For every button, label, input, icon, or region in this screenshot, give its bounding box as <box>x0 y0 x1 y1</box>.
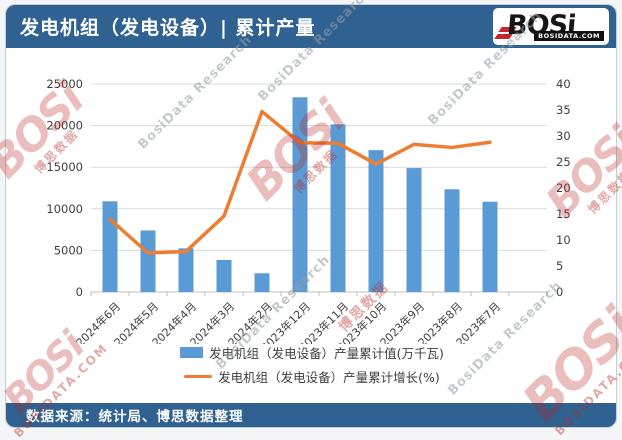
header-bar: 发电机组（发电设备）| 累计产量 BOSi BOSIDATA.COM <box>6 5 616 48</box>
y-axis-right-tick-label: 40 <box>556 77 571 91</box>
y-axis-left-tick-label: 15000 <box>46 160 83 174</box>
bar-series <box>102 97 498 293</box>
chart-title: 发电机组（发电设备）| 累计产量 <box>20 17 316 39</box>
y-axis-right-tick-label: 10 <box>556 233 571 247</box>
bar <box>216 259 232 292</box>
legend-item-line-series: 发电机组（发电设备）产量累计增长(%) <box>184 367 440 386</box>
y-axis-left-labels: 0 5000 10000 15000 20000 25000 <box>46 77 83 299</box>
bar <box>254 273 270 292</box>
data-source-note: 数据来源：统计局、博思数据整理 <box>26 409 244 425</box>
y-axis-right-tick-label: 20 <box>556 181 571 195</box>
y-axis-left-tick-label: 25000 <box>46 77 83 91</box>
bar-series-swatch-icon <box>180 347 204 358</box>
y-axis-right-tick-label: 5 <box>556 259 563 273</box>
x-axis <box>90 291 548 296</box>
legend-label: 发电机组（发电设备）产量累计值(万千瓦) <box>209 346 444 361</box>
y-axis-right-tick-label: 30 <box>556 129 571 143</box>
y-axis-right-tick-label: 25 <box>556 155 571 169</box>
bar <box>178 248 194 292</box>
logo-domain: BOSIDATA.COM <box>534 31 604 41</box>
bar <box>444 189 460 292</box>
chart-card: 发电机组（发电设备）| 累计产量 BOSi BOSIDATA.COM 0 5000… <box>5 4 617 428</box>
bar <box>406 168 422 292</box>
y-axis-left-tick-label: 5000 <box>54 243 83 257</box>
y-axis-left-tick-label: 10000 <box>46 202 83 216</box>
legend-label: 发电机组（发电设备）产量累计增长(%) <box>218 370 440 385</box>
y-axis-left-tick-label: 20000 <box>46 119 83 133</box>
bar <box>292 97 308 292</box>
bar <box>482 201 498 292</box>
bar <box>140 230 156 292</box>
bosi-logo: BOSi BOSIDATA.COM <box>493 8 609 45</box>
line-series <box>108 109 492 255</box>
x-axis-labels: 2024年6月2024年5月2024年4月2024年3月2024年2月2023年… <box>73 299 503 344</box>
combo-chart: 0 5000 10000 15000 20000 25000 0 5 10 15 20 25 30 35 4… <box>46 77 571 344</box>
line-path <box>108 109 492 255</box>
bar <box>330 124 346 293</box>
bar <box>368 150 384 292</box>
y-axis-right-tick-label: 15 <box>556 207 571 221</box>
y-axis-right-tick-label: 35 <box>556 103 571 117</box>
bar <box>102 201 118 292</box>
y-axis-right-tick-label: 0 <box>556 285 563 299</box>
legend-item-bar-series: 发电机组（发电设备）产量累计值(万千瓦) <box>180 343 444 362</box>
footer-bar: 数据来源：统计局、博思数据整理 <box>6 403 616 427</box>
y-axis-left-tick-label: 0 <box>76 285 83 299</box>
chart-legend: 发电机组（发电设备）产量累计值(万千瓦) 发电机组（发电设备）产量累计增长(%) <box>6 343 616 386</box>
y-axis-right-labels: 0 5 10 15 20 25 30 35 40 <box>556 77 571 299</box>
gridlines <box>91 83 547 251</box>
line-series-swatch-icon <box>184 374 213 379</box>
chart-plot-area: 0 5000 10000 15000 20000 25000 0 5 10 15 20 25 30 35 4… <box>6 48 616 405</box>
